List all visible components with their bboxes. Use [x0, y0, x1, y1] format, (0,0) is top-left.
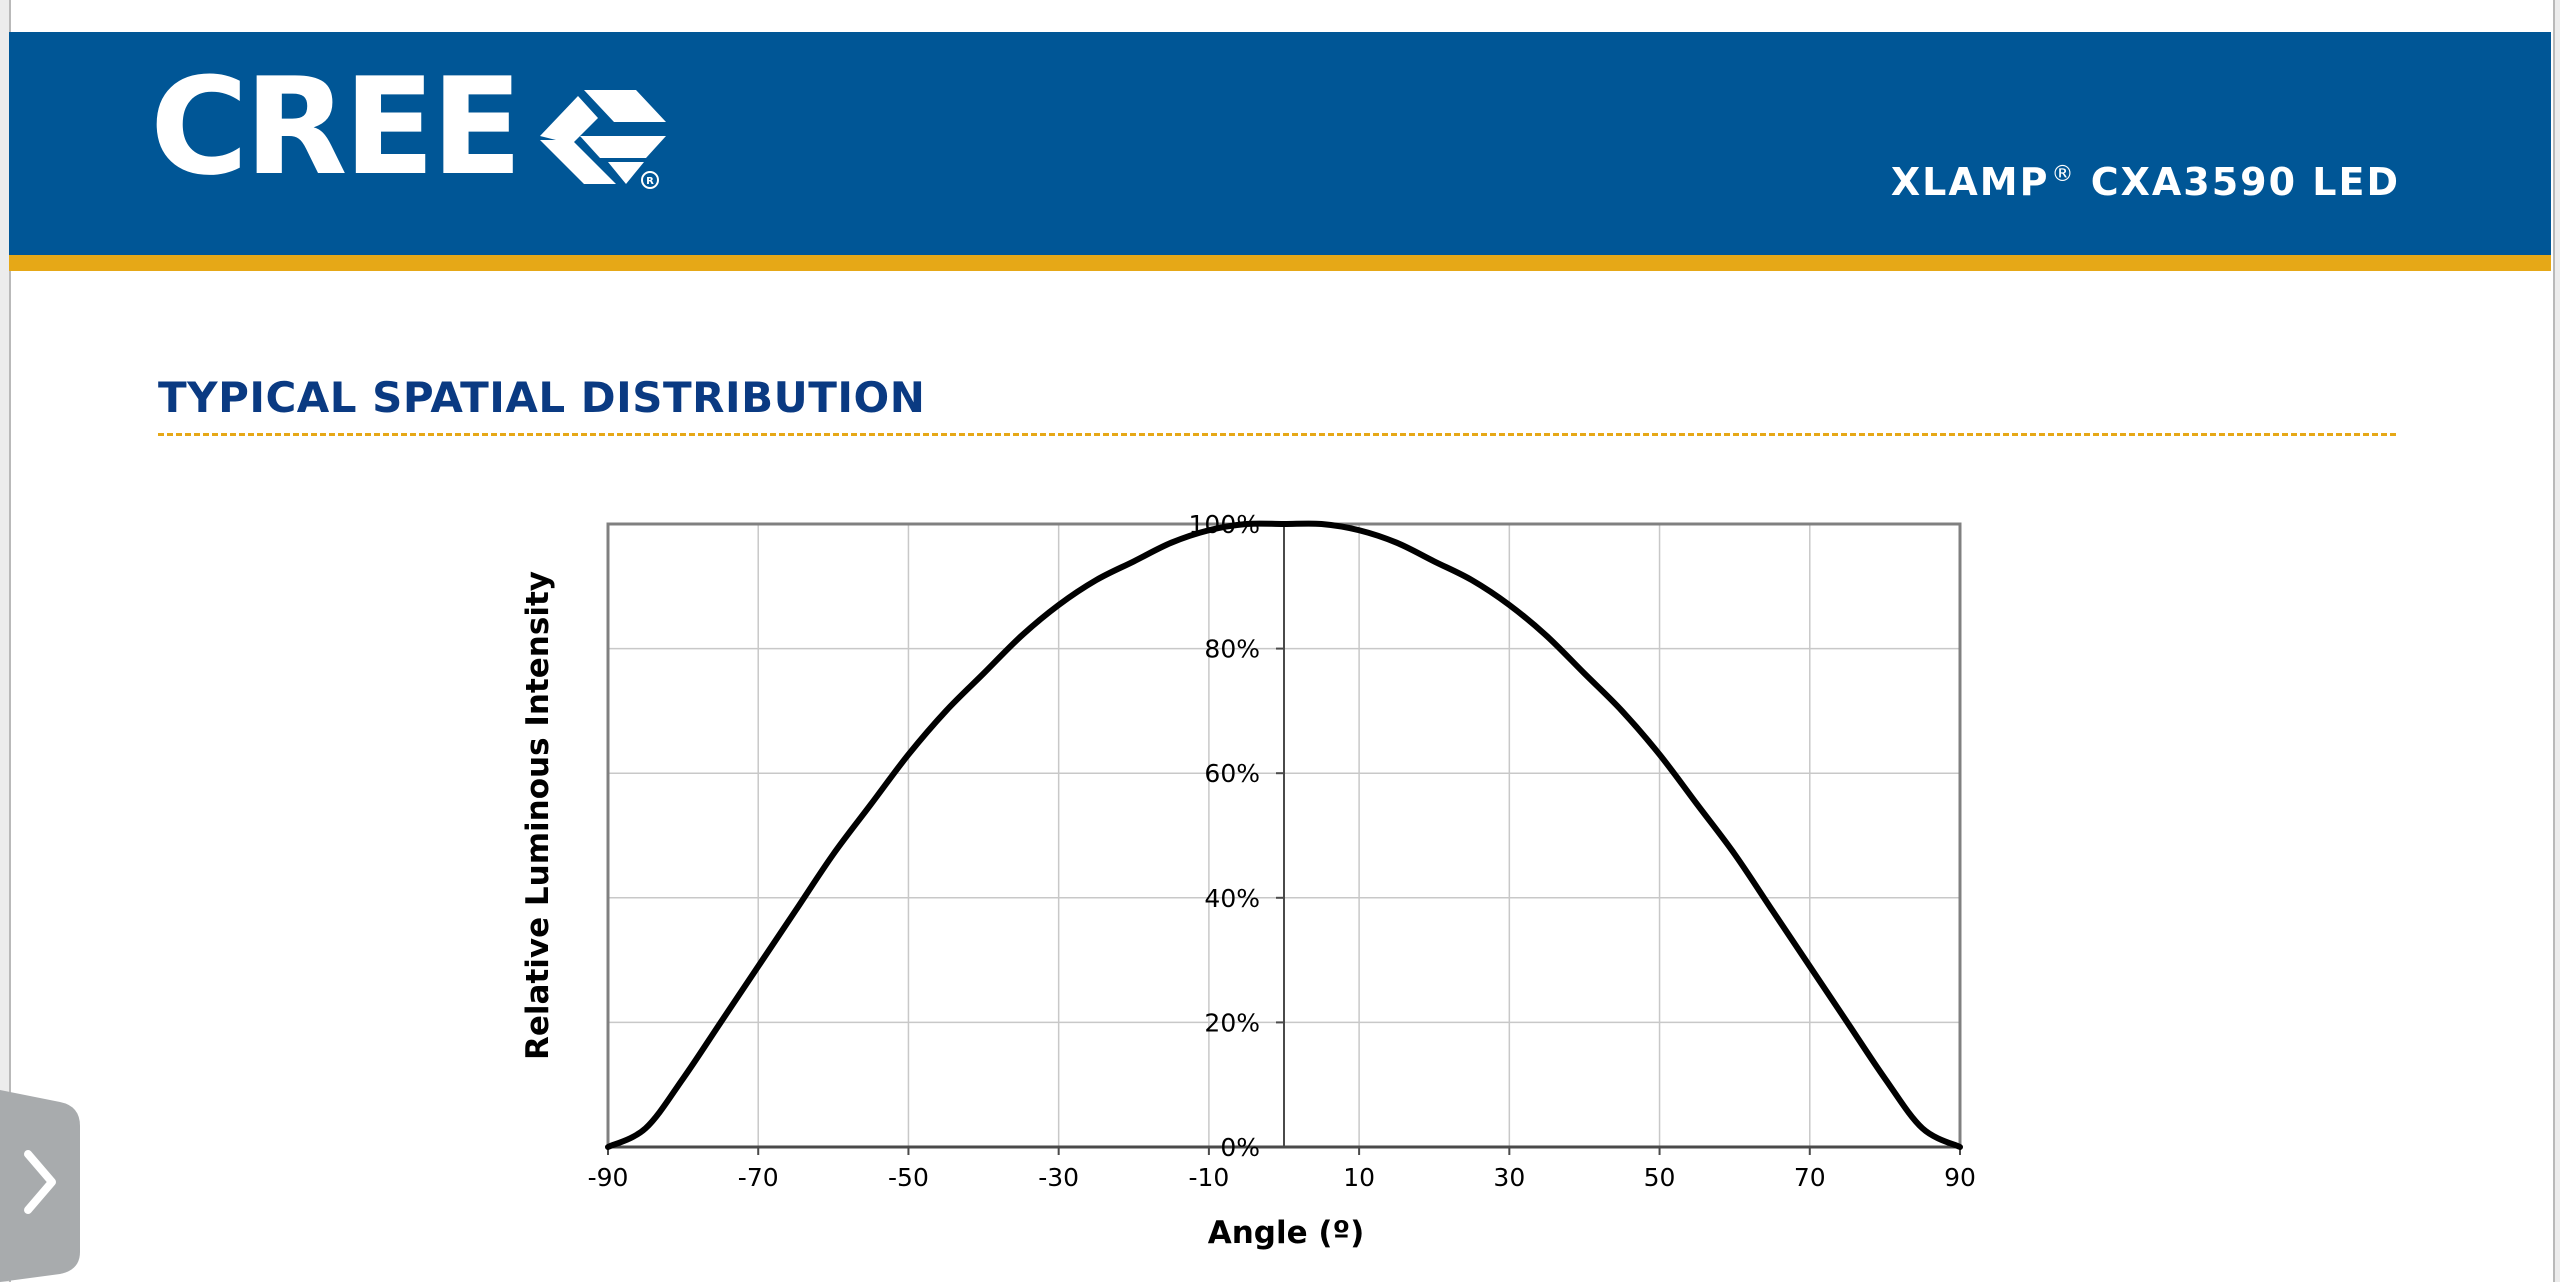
- registered-mark: ®: [2051, 162, 2076, 187]
- x-tick-label: -30: [1038, 1163, 1079, 1192]
- header-banner: [9, 32, 2551, 255]
- x-tick-label: 10: [1343, 1163, 1375, 1192]
- product-name: XLAMP: [1890, 160, 2050, 204]
- x-tick-label: -10: [1188, 1163, 1229, 1192]
- y-tick-label: 80%: [1204, 635, 1260, 664]
- x-tick-label: 70: [1794, 1163, 1826, 1192]
- header-accent-stripe: [9, 255, 2551, 271]
- y-tick-label: 20%: [1204, 1008, 1260, 1037]
- y-tick-label: 0%: [1220, 1133, 1260, 1162]
- cree-logo-text: CREE: [150, 49, 523, 205]
- x-axis-title: Angle (º): [1208, 1215, 1365, 1251]
- page-edge-left: [0, 0, 11, 1282]
- section-divider: [158, 433, 2396, 436]
- chevron-right-icon[interactable]: [0, 1082, 82, 1282]
- x-tick-label: -70: [738, 1163, 779, 1192]
- y-axis-title: Relative Luminous Intensity: [520, 571, 556, 1060]
- series-line: [605, 520, 1963, 1150]
- page-edge-right: [2553, 0, 2560, 1282]
- product-title: XLAMP® CXA3590 LED: [1891, 160, 2400, 204]
- y-tick-label: 40%: [1204, 884, 1260, 913]
- x-tick-label: 50: [1644, 1163, 1676, 1192]
- x-tick-label: -90: [588, 1163, 629, 1192]
- section-title: TYPICAL SPATIAL DISTRIBUTION: [158, 373, 926, 422]
- svg-text:R: R: [646, 176, 654, 187]
- x-tick-label: 30: [1493, 1163, 1525, 1192]
- y-tick-label: 60%: [1204, 759, 1260, 788]
- x-tick-label: -50: [888, 1163, 929, 1192]
- cree-chevron-logo-icon: R: [540, 90, 666, 189]
- product-model: CXA3590 LED: [2090, 160, 2400, 204]
- x-tick-label: 90: [1944, 1163, 1976, 1192]
